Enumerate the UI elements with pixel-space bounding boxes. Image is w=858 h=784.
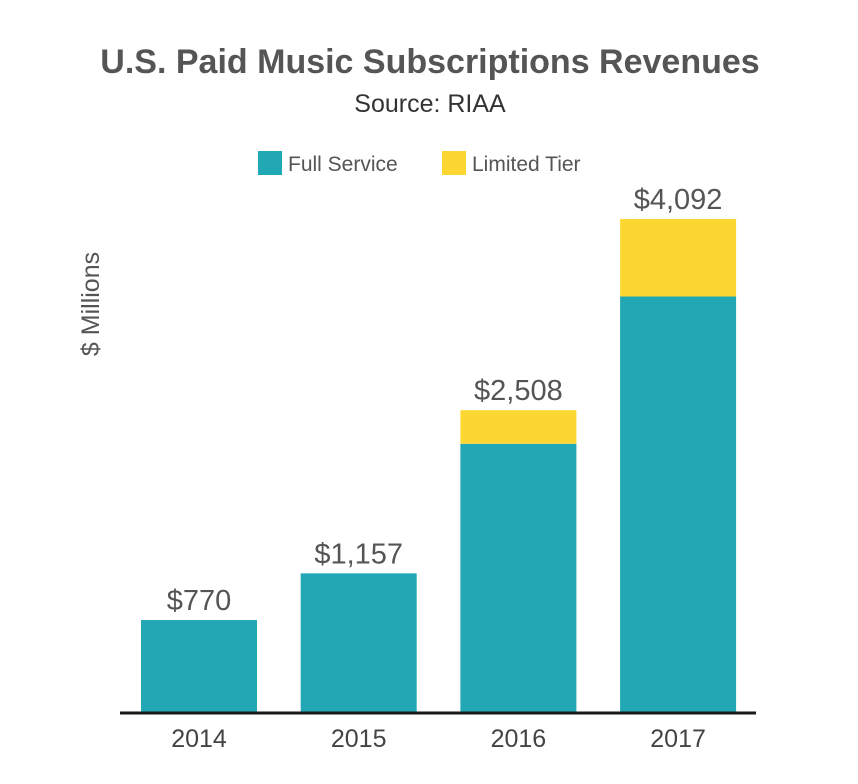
legend: Full Service Limited Tier (258, 151, 581, 176)
legend-swatch-full-service (258, 151, 282, 175)
x-tick-2014: 2014 (171, 725, 227, 753)
bars (141, 219, 737, 713)
bar-limited-tier-2017 (620, 219, 737, 297)
chart-subtitle: Source: RIAA (354, 90, 506, 118)
bar-full-service-2015 (300, 573, 417, 713)
bar-full-service-2017 (620, 296, 737, 713)
legend-label-full-service: Full Service (288, 153, 398, 176)
bar-full-service-2014 (141, 620, 257, 713)
x-axis-ticks: 2014 2015 2016 2017 (171, 725, 706, 753)
legend-label-limited-tier: Limited Tier (472, 153, 581, 176)
legend-item-limited-tier: Limited Tier (442, 151, 581, 176)
legend-item-full-service: Full Service (258, 151, 398, 176)
x-tick-2015: 2015 (331, 725, 387, 753)
total-labels: $770 $1,157 $2,508 $4,092 (167, 184, 723, 617)
total-label-2016: $2,508 (474, 375, 563, 407)
legend-swatch-limited-tier (442, 151, 466, 175)
total-label-2015: $1,157 (314, 538, 403, 570)
total-label-2017: $4,092 (634, 184, 723, 216)
y-axis-label: $ Millions (77, 252, 105, 356)
chart-title: U.S. Paid Music Subscriptions Revenues (100, 43, 759, 81)
x-tick-2016: 2016 (491, 725, 547, 753)
x-tick-2017: 2017 (650, 725, 706, 753)
bar-limited-tier-2016 (460, 410, 577, 444)
total-label-2014: $770 (167, 585, 232, 617)
bar-full-service-2016 (460, 443, 577, 713)
